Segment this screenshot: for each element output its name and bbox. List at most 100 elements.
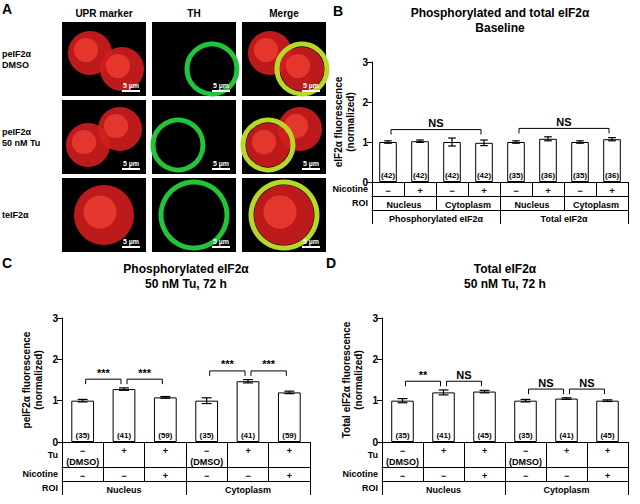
svg-text:(41): (41) (436, 431, 451, 440)
svg-text:+: + (163, 446, 168, 456)
svg-text:5 µm: 5 µm (213, 238, 229, 246)
svg-text:(DMSO): (DMSO) (190, 457, 223, 467)
svg-text:Merge: Merge (269, 8, 299, 19)
svg-text:TH: TH (187, 8, 200, 19)
svg-text:0: 0 (372, 437, 378, 448)
svg-text:(36): (36) (541, 171, 556, 180)
svg-text:Baseline: Baseline (475, 21, 525, 35)
svg-text:***: *** (221, 358, 235, 370)
svg-text:Total eIF2α: Total eIF2α (541, 214, 588, 224)
svg-text:(DMSO): (DMSO) (386, 457, 419, 467)
svg-text:(59): (59) (282, 431, 297, 440)
svg-text:(normalized): (normalized) (345, 92, 356, 151)
svg-text:C: C (2, 255, 12, 271)
svg-text:ROI: ROI (352, 198, 368, 208)
svg-text:***: *** (97, 367, 111, 379)
svg-text:−: − (513, 186, 518, 196)
svg-text:Tu: Tu (48, 450, 58, 460)
svg-text:−: − (577, 186, 582, 196)
svg-text:(DMSO): (DMSO) (66, 457, 99, 467)
svg-text:+: + (481, 186, 486, 196)
svg-text:0: 0 (52, 437, 58, 448)
svg-text:−: − (449, 186, 454, 196)
svg-text:3: 3 (52, 313, 58, 324)
svg-text:NS: NS (579, 377, 594, 389)
svg-text:+: + (163, 471, 168, 481)
svg-text:(35): (35) (200, 431, 215, 440)
svg-text:(42): (42) (477, 171, 492, 180)
svg-text:−: − (441, 471, 446, 481)
svg-text:5 µm: 5 µm (303, 160, 319, 168)
svg-text:(42): (42) (381, 171, 396, 180)
svg-text:(42): (42) (445, 171, 460, 180)
svg-text:Cytoplasm: Cytoplasm (573, 200, 619, 210)
svg-text:NS: NS (428, 117, 443, 129)
svg-text:3: 3 (362, 57, 368, 68)
svg-text:***: *** (262, 358, 276, 370)
svg-text:(35): (35) (518, 431, 533, 440)
svg-text:Nucleus: Nucleus (426, 485, 461, 495)
svg-text:+: + (605, 471, 610, 481)
svg-text:5 µm: 5 µm (303, 238, 319, 246)
svg-text:Nicotine: Nicotine (342, 469, 378, 479)
svg-text:1: 1 (362, 137, 368, 148)
svg-text:Nucleus: Nucleus (514, 200, 549, 210)
svg-text:Total eIF2α fluorescence: Total eIF2α fluorescence (341, 321, 352, 438)
svg-text:50 nM Tu, 72 h: 50 nM Tu, 72 h (145, 277, 227, 291)
svg-text:Nicotine: Nicotine (332, 184, 368, 194)
svg-text:50 nM Tu: 50 nM Tu (2, 138, 40, 148)
svg-text:***: *** (138, 367, 152, 379)
svg-text:(41): (41) (559, 431, 574, 440)
svg-text:ROI: ROI (362, 483, 378, 493)
svg-text:peIF2α fluorescence: peIF2α fluorescence (21, 331, 32, 428)
svg-text:**: ** (419, 369, 428, 381)
svg-text:+: + (441, 446, 446, 456)
svg-text:2: 2 (362, 97, 368, 108)
svg-text:−: − (400, 446, 405, 456)
svg-text:B: B (333, 3, 343, 19)
svg-text:Nucleus: Nucleus (106, 485, 141, 495)
svg-text:(normalized): (normalized) (353, 350, 364, 409)
svg-text:(DMSO): (DMSO) (509, 457, 542, 467)
svg-text:5 µm: 5 µm (303, 82, 319, 90)
svg-text:+: + (482, 446, 487, 456)
svg-text:Nicotine: Nicotine (22, 469, 58, 479)
svg-text:−: − (204, 446, 209, 456)
svg-text:Phosphorylated eIF2α: Phosphorylated eIF2α (389, 214, 484, 224)
svg-text:(59): (59) (158, 431, 173, 440)
svg-text:(35): (35) (76, 431, 91, 440)
svg-text:Nucleus: Nucleus (386, 200, 421, 210)
svg-text:NS: NS (538, 377, 553, 389)
svg-text:2: 2 (372, 354, 378, 365)
svg-text:NS: NS (456, 369, 471, 381)
svg-text:(42): (42) (413, 171, 428, 180)
svg-text:(35): (35) (395, 431, 410, 440)
svg-text:−: − (400, 471, 405, 481)
svg-text:(41): (41) (117, 431, 132, 440)
svg-text:(41): (41) (241, 431, 256, 440)
svg-text:+: + (287, 446, 292, 456)
svg-text:+: + (609, 186, 614, 196)
svg-text:NS: NS (556, 116, 571, 128)
svg-text:+: + (287, 471, 292, 481)
svg-text:5 µm: 5 µm (123, 238, 139, 246)
svg-text:5 µm: 5 µm (213, 82, 229, 90)
svg-text:+: + (605, 446, 610, 456)
svg-text:1: 1 (52, 395, 58, 406)
svg-text:−: − (245, 471, 250, 481)
svg-text:(35): (35) (573, 171, 588, 180)
svg-text:−: − (385, 186, 390, 196)
svg-text:−: − (204, 471, 209, 481)
svg-text:ROI: ROI (42, 483, 58, 493)
svg-text:3: 3 (372, 313, 378, 324)
svg-text:(45): (45) (477, 431, 492, 440)
svg-text:−: − (80, 446, 85, 456)
svg-text:1: 1 (372, 395, 378, 406)
svg-text:+: + (417, 186, 422, 196)
svg-text:Phosphorylated and total eIF2α: Phosphorylated and total eIF2α (411, 6, 590, 20)
svg-text:A: A (2, 1, 12, 17)
svg-text:5 µm: 5 µm (123, 82, 139, 90)
svg-text:50 nM Tu, 72 h: 50 nM Tu, 72 h (464, 277, 546, 291)
svg-text:(normalized): (normalized) (33, 350, 44, 409)
svg-text:(36): (36) (605, 171, 620, 180)
